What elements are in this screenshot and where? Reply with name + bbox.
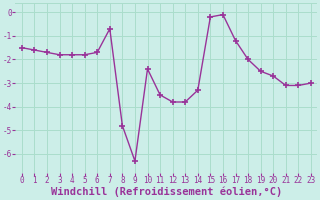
X-axis label: Windchill (Refroidissement éolien,°C): Windchill (Refroidissement éolien,°C) [51, 187, 282, 197]
